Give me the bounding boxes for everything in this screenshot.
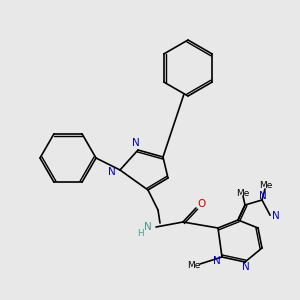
Text: H: H xyxy=(137,229,143,238)
Text: Me: Me xyxy=(236,188,250,197)
Text: Me: Me xyxy=(259,182,273,190)
Text: N: N xyxy=(272,211,280,221)
Text: O: O xyxy=(197,199,205,209)
Text: N: N xyxy=(132,138,140,148)
Text: N: N xyxy=(144,222,152,232)
Text: N: N xyxy=(213,256,221,266)
Text: Me: Me xyxy=(187,262,201,271)
Text: N: N xyxy=(108,167,116,177)
Text: N: N xyxy=(259,191,267,201)
Text: N: N xyxy=(242,262,250,272)
